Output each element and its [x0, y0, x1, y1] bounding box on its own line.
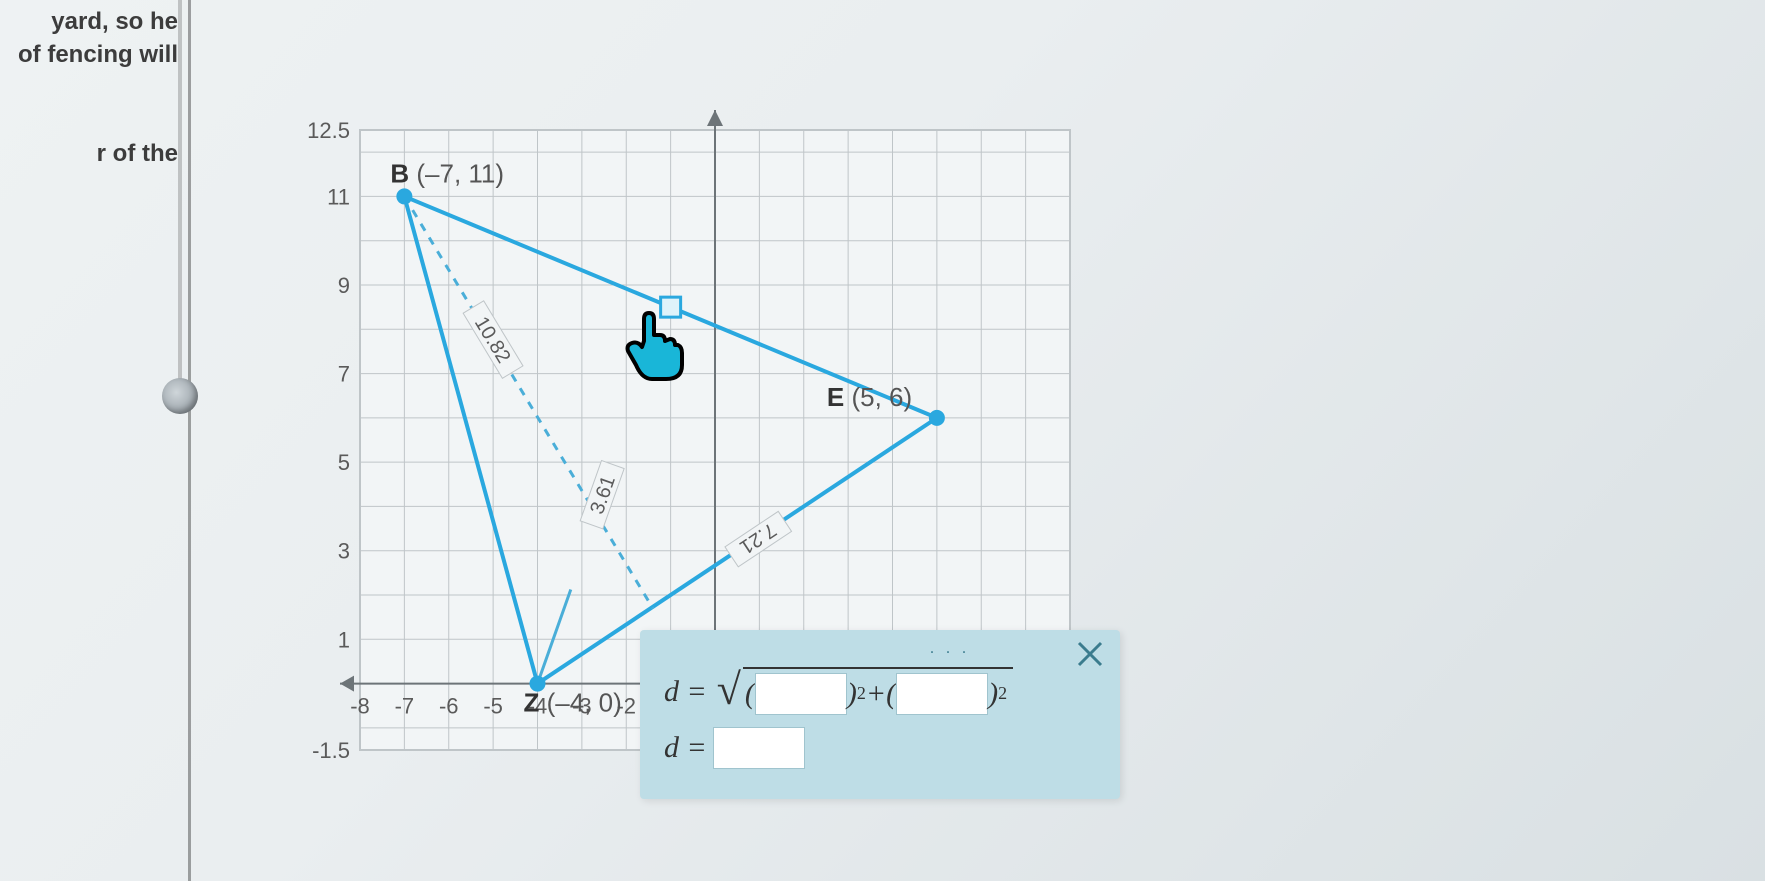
paren-open-2: ( [886, 677, 896, 711]
input-a[interactable] [755, 673, 847, 715]
exp-2: 2 [998, 683, 1007, 704]
problem-text-fragment: yard, so he of fencing will r of the [0, 0, 188, 168]
x-axis-arrow [340, 676, 354, 692]
plus: + [866, 677, 886, 711]
problem-line-3: r of the [0, 140, 178, 169]
x-tick-label: -8 [350, 694, 370, 719]
problem-line-1: yard, so he [0, 8, 178, 37]
left-sidebar: yard, so he of fencing will r of the [0, 0, 188, 881]
distance-formula-popup: . . . d = √ ( )2 + ( )2 d = [640, 630, 1120, 799]
vertex-B[interactable] [396, 188, 412, 204]
vertex-label-B: B (–7, 11) [390, 158, 504, 188]
y-tick-label: 12.5 [307, 118, 350, 143]
y-tick-label: 7 [338, 362, 350, 387]
vertex-label-Z: Z (–4, 0) [524, 688, 622, 718]
step-dot[interactable] [162, 378, 198, 414]
formula-row-1: d = √ ( )2 + ( )2 [664, 666, 1080, 717]
input-d[interactable] [713, 727, 805, 769]
close-icon[interactable] [1076, 640, 1104, 668]
exp-1: 2 [857, 683, 866, 704]
lhs-1: d = [664, 675, 707, 709]
paren-close-2: ) [988, 677, 998, 711]
y-tick-label: 5 [338, 450, 350, 475]
vertex-label-E: E (5, 6) [827, 382, 912, 412]
x-tick-label: -6 [439, 694, 459, 719]
y-tick-label: 9 [338, 273, 350, 298]
paren-open-1: ( [745, 677, 755, 711]
formula-row-2: d = [664, 727, 1080, 769]
y-tick-label: 1 [338, 627, 350, 652]
y-tick-label: -1.5 [312, 738, 350, 763]
lhs-2: d = [664, 731, 707, 765]
x-tick-label: -5 [483, 694, 503, 719]
paren-close-1: ) [847, 677, 857, 711]
x-tick-label: -7 [395, 694, 415, 719]
pane-divider [188, 0, 191, 881]
more-dots-icon[interactable]: . . . [930, 640, 970, 658]
input-b[interactable] [896, 673, 988, 715]
y-tick-label: 3 [338, 539, 350, 564]
y-tick-label: 11 [327, 184, 350, 209]
radical-symbol: √ [717, 664, 741, 715]
problem-line-2: of fencing will [0, 41, 178, 70]
hand-cursor-icon [620, 305, 690, 385]
vertex-E[interactable] [929, 410, 945, 426]
step-track [178, 0, 182, 400]
y-axis-arrow [707, 110, 723, 126]
